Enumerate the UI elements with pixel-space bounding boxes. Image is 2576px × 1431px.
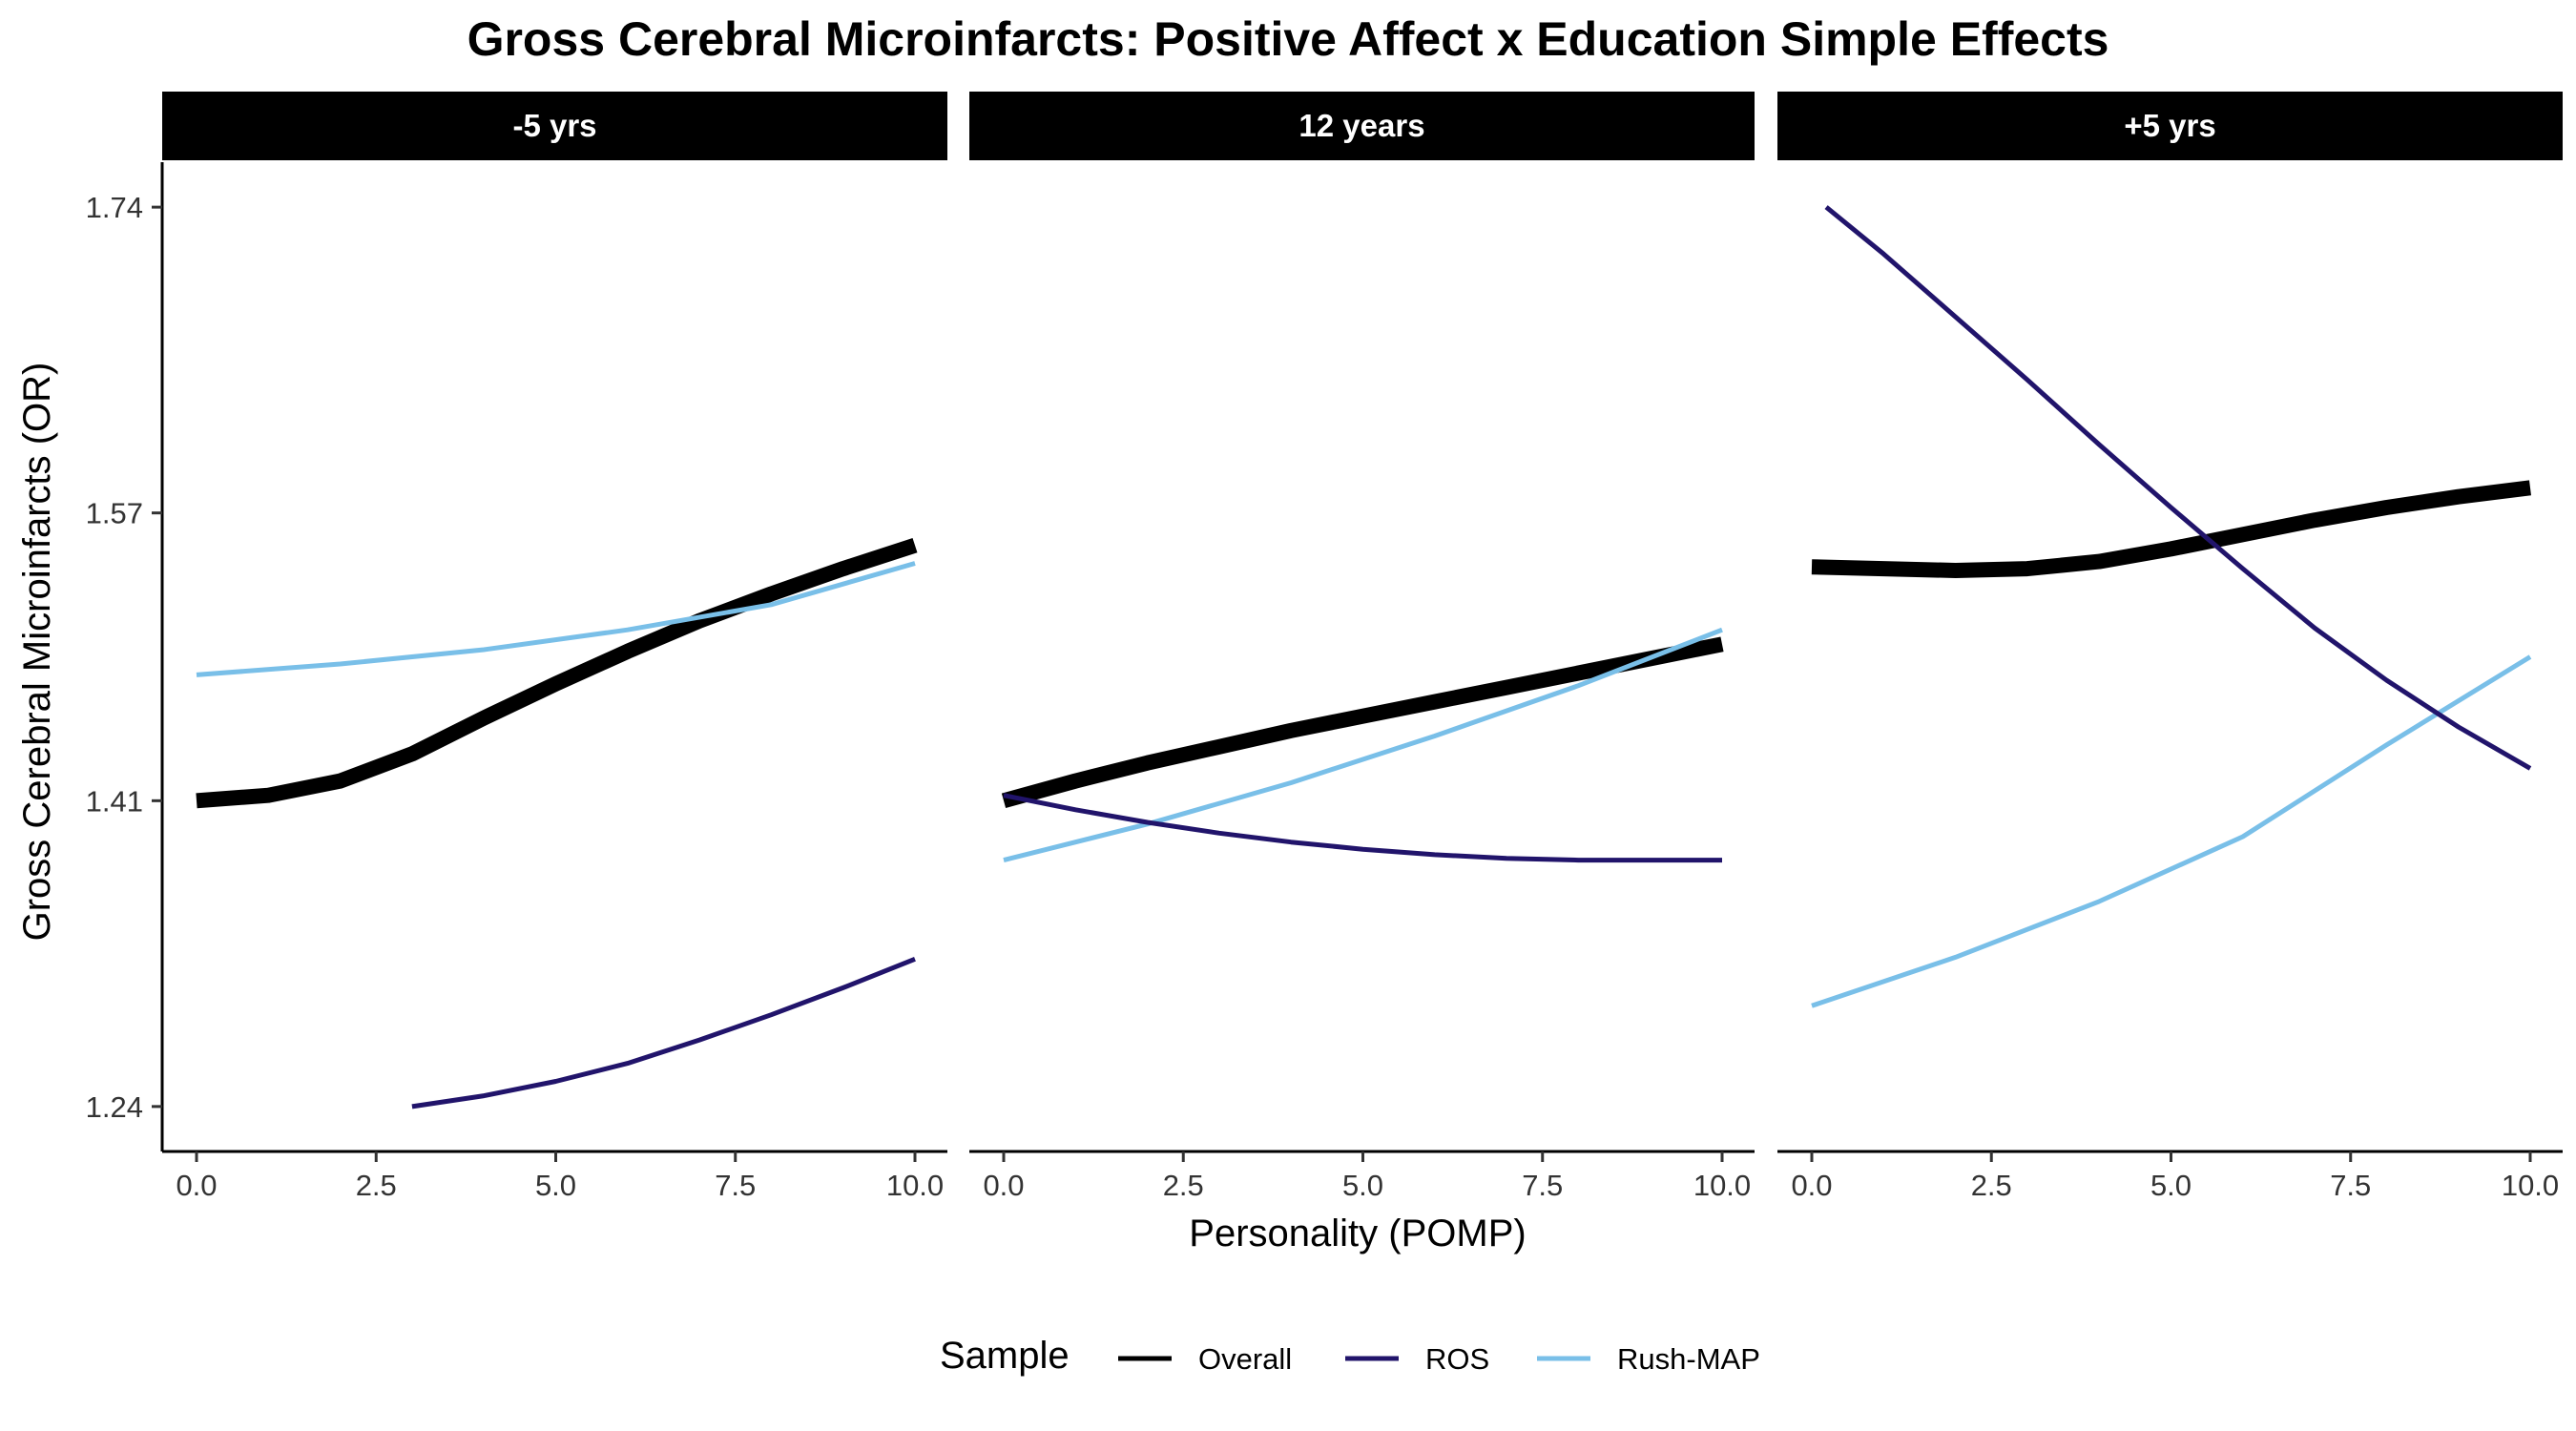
series-line-rush-map — [1003, 627, 1723, 863]
series-line-rush-map — [1811, 654, 2532, 1008]
x-tick-label: 10.0 — [2502, 1169, 2559, 1202]
x-tick-label: 2.5 — [1163, 1169, 1204, 1202]
panel-2: 12 years 0.0 2.5 5.0 7.5 10.0 — [969, 92, 1755, 1202]
x-tick-label: 0.0 — [983, 1169, 1024, 1202]
x-tick-label: 10.0 — [886, 1169, 944, 1202]
x-tick-label: 5.0 — [1342, 1169, 1383, 1202]
facet-label: -5 yrs — [512, 108, 596, 143]
panel-3: +5 yrs 0.0 2.5 5.0 7.5 10.0 — [1777, 92, 2563, 1202]
legend: Sample Overall ROS Rush-MAP — [940, 1335, 1760, 1377]
panel-1: -5 yrs 0.0 2.5 5.0 7.5 10.0 — [162, 92, 947, 1202]
x-tick-label: 5.0 — [2150, 1169, 2192, 1202]
legend-title: Sample — [940, 1335, 1070, 1377]
x-tick-label: 7.5 — [2330, 1169, 2371, 1202]
facet-strip — [162, 92, 947, 160]
series-line-overall — [1001, 636, 1724, 809]
y-tick-label: 1.57 — [86, 497, 143, 530]
y-tick-label: 1.74 — [86, 191, 143, 224]
facet-label: +5 yrs — [2124, 108, 2215, 143]
facet-strip — [969, 92, 1755, 160]
x-tick-label: 5.0 — [535, 1169, 576, 1202]
y-axis-title: Gross Cerebral Microinfarcts (OR) — [16, 363, 58, 942]
x-tick-label: 2.5 — [1971, 1169, 2012, 1202]
x-tick-label: 0.0 — [1791, 1169, 1832, 1202]
facet-strip — [1777, 92, 2563, 160]
series-line-overall — [1811, 480, 2531, 578]
y-axis: 1.24 1.41 1.57 1.74 — [86, 162, 164, 1151]
x-tick-label: 7.5 — [1522, 1169, 1563, 1202]
series-line-ros — [411, 956, 916, 1110]
x-tick-label: 2.5 — [356, 1169, 397, 1202]
legend-label: Rush-MAP — [1617, 1342, 1760, 1376]
legend-entries: Overall ROS Rush-MAP — [1118, 1342, 1760, 1376]
legend-item-overall: Overall — [1118, 1342, 1292, 1376]
y-tick-label: 1.41 — [86, 784, 143, 818]
x-tick-label: 10.0 — [1693, 1169, 1751, 1202]
y-tick-label: 1.24 — [86, 1090, 143, 1124]
facet-label: 12 years — [1298, 108, 1424, 143]
legend-label: Overall — [1198, 1342, 1292, 1376]
x-axis-title: Personality (POMP) — [1189, 1213, 1526, 1255]
series-line-rush-map — [196, 561, 916, 677]
legend-label: ROS — [1425, 1342, 1489, 1376]
series-line-ros — [1824, 205, 2532, 771]
legend-item-rush-map: Rush-MAP — [1537, 1342, 1760, 1376]
legend-item-ros: ROS — [1345, 1342, 1489, 1376]
x-tick-label: 7.5 — [715, 1169, 756, 1202]
x-tick-label: 0.0 — [176, 1169, 217, 1202]
series-line-overall — [196, 537, 918, 809]
panels: -5 yrs 0.0 2.5 5.0 7.5 10.0 12 years 0.0 2.5 5.0 7… — [162, 92, 2563, 1202]
series-line-ros — [1003, 793, 1722, 863]
chart-title: Gross Cerebral Microinfarcts: Positive A… — [467, 12, 2109, 66]
